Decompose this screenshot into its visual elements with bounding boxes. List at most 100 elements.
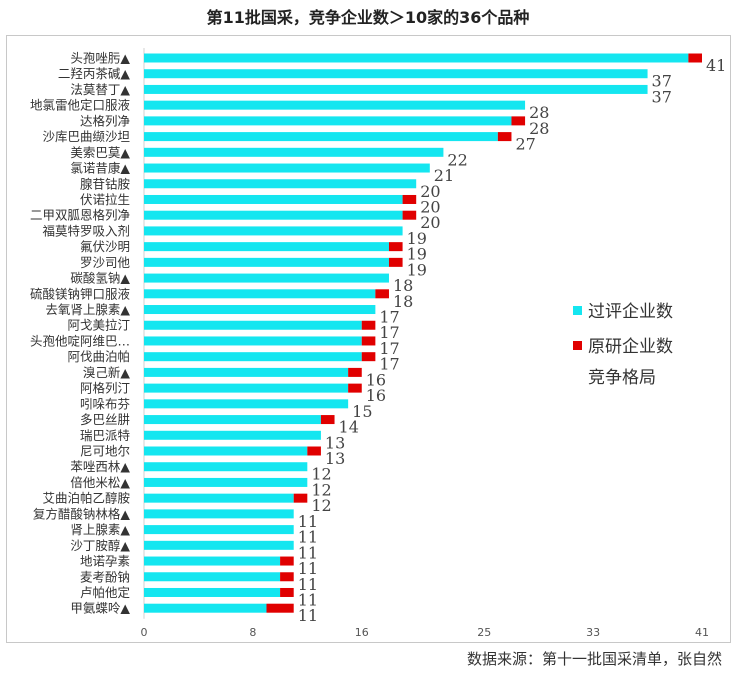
x-tick-label-6: 41 bbox=[695, 626, 709, 639]
bar-generic-19 bbox=[144, 336, 362, 346]
value-label-28: 12 bbox=[311, 480, 331, 499]
category-label-7: 美索巴莫▲ bbox=[70, 145, 130, 160]
category-label-31: 肾上腺素▲ bbox=[70, 522, 130, 537]
value-label-27: 12 bbox=[311, 465, 331, 484]
bar-generic-34 bbox=[144, 572, 281, 582]
x-tick-label-4: 25 bbox=[477, 626, 491, 639]
category-label-6: 沙库巴曲缬沙坦 bbox=[42, 129, 130, 144]
value-label-17: 17 bbox=[379, 308, 399, 327]
value-label-25: 13 bbox=[325, 433, 345, 452]
chart-title: 第11批国采，竞争企业数＞10家的36个品种 bbox=[206, 8, 530, 27]
bar-original-14 bbox=[388, 257, 403, 267]
bar-generic-3 bbox=[144, 84, 648, 94]
category-label-20: 阿伐曲泊帕 bbox=[67, 349, 130, 364]
category-label-35: 卢帕他定 bbox=[80, 585, 130, 600]
bar-generic-26 bbox=[144, 446, 308, 456]
category-label-36: 甲氨蝶呤▲ bbox=[70, 601, 130, 616]
category-label-24: 多巴丝肼 bbox=[80, 412, 130, 427]
category-label-23: 吲哚布芬 bbox=[80, 396, 131, 411]
value-label-15: 18 bbox=[393, 276, 413, 295]
value-label-29: 12 bbox=[311, 496, 331, 515]
bar-generic-33 bbox=[144, 556, 281, 566]
value-label-36: 11 bbox=[298, 606, 318, 625]
value-label-5: 28 bbox=[529, 119, 549, 138]
bar-original-5 bbox=[511, 116, 526, 126]
value-label-20: 17 bbox=[379, 355, 399, 374]
category-label-4: 地氯雷他定口服液 bbox=[30, 98, 131, 113]
bar-generic-35 bbox=[144, 587, 281, 597]
x-tick-label-5: 33 bbox=[586, 626, 600, 639]
bar-generic-14 bbox=[144, 257, 389, 267]
value-label-18: 17 bbox=[379, 323, 399, 342]
x-tick-label-1: 0 bbox=[141, 626, 148, 639]
bar-generic-23 bbox=[144, 399, 349, 409]
category-label-15: 碳酸氢钠▲ bbox=[70, 271, 130, 286]
bar-generic-9 bbox=[144, 179, 417, 189]
category-label-26: 尼可地尔 bbox=[80, 444, 130, 459]
category-label-32: 沙丁胺醇▲ bbox=[70, 538, 130, 553]
legend-label-generic: 过评企业数 bbox=[588, 302, 673, 322]
x-tick-label-2: 8 bbox=[249, 626, 256, 639]
bar-original-24 bbox=[320, 415, 335, 425]
x-tick-label-3: 16 bbox=[355, 626, 369, 639]
category-label-1: 头孢唑肟▲ bbox=[70, 51, 130, 66]
bar-original-33 bbox=[280, 556, 294, 566]
category-label-21: 溴己新▲ bbox=[83, 365, 131, 380]
legend-swatch-generic bbox=[573, 306, 582, 315]
value-label-2: 37 bbox=[652, 72, 672, 91]
bar-generic-10 bbox=[144, 194, 403, 204]
value-label-4: 28 bbox=[529, 103, 549, 122]
value-label-3: 37 bbox=[652, 87, 672, 106]
bar-generic-17 bbox=[144, 305, 376, 315]
value-label-32: 11 bbox=[298, 543, 318, 562]
category-label-18: 阿戈美拉汀 bbox=[67, 318, 130, 333]
value-label-6: 27 bbox=[515, 135, 535, 154]
category-label-8: 氯诺昔康▲ bbox=[70, 161, 130, 176]
bar-generic-11 bbox=[144, 210, 403, 220]
category-label-16: 硫酸镁钠钾口服液 bbox=[30, 286, 131, 301]
bar-original-22 bbox=[348, 383, 362, 393]
bar-generic-2 bbox=[144, 69, 648, 79]
bar-original-13 bbox=[388, 242, 403, 252]
bar-generic-7 bbox=[144, 147, 444, 157]
category-label-29: 艾曲泊帕乙醇胺 bbox=[42, 491, 130, 506]
bar-original-36 bbox=[266, 603, 294, 613]
bar-original-21 bbox=[348, 367, 362, 377]
value-label-22: 16 bbox=[366, 386, 386, 405]
bar-generic-1 bbox=[144, 53, 689, 63]
value-label-21: 16 bbox=[366, 370, 386, 389]
category-label-30: 复方醋酸钠林格▲ bbox=[33, 506, 131, 521]
bar-generic-15 bbox=[144, 273, 389, 283]
bar-generic-36 bbox=[144, 603, 267, 613]
bar-generic-25 bbox=[144, 430, 321, 440]
value-label-14: 19 bbox=[407, 260, 427, 279]
category-label-5: 达格列净 bbox=[80, 113, 130, 128]
value-label-7: 22 bbox=[447, 150, 467, 169]
bar-generic-8 bbox=[144, 163, 430, 173]
bar-generic-20 bbox=[144, 352, 362, 362]
bar-generic-12 bbox=[144, 226, 403, 236]
bar-generic-27 bbox=[144, 462, 308, 472]
value-label-10: 20 bbox=[420, 197, 440, 216]
bar-original-16 bbox=[375, 289, 389, 299]
bar-generic-5 bbox=[144, 116, 512, 126]
bar-original-29 bbox=[293, 493, 308, 503]
value-label-8: 21 bbox=[434, 166, 454, 185]
legend-swatch-original bbox=[573, 341, 582, 350]
bar-generic-13 bbox=[144, 242, 389, 252]
bar-original-1 bbox=[688, 53, 702, 63]
bar-original-18 bbox=[361, 320, 376, 330]
bar-original-11 bbox=[402, 210, 417, 220]
bar-generic-32 bbox=[144, 540, 294, 550]
value-label-33: 11 bbox=[298, 559, 318, 578]
bar-original-6 bbox=[497, 132, 512, 142]
bar-generic-18 bbox=[144, 320, 362, 330]
category-label-10: 伏诺拉生 bbox=[80, 192, 130, 207]
value-label-34: 11 bbox=[298, 575, 318, 594]
bar-original-35 bbox=[280, 587, 294, 597]
value-label-31: 11 bbox=[298, 528, 318, 547]
value-label-30: 11 bbox=[298, 512, 318, 531]
value-label-24: 14 bbox=[339, 418, 359, 437]
category-label-34: 麦考酚钠 bbox=[80, 569, 130, 584]
